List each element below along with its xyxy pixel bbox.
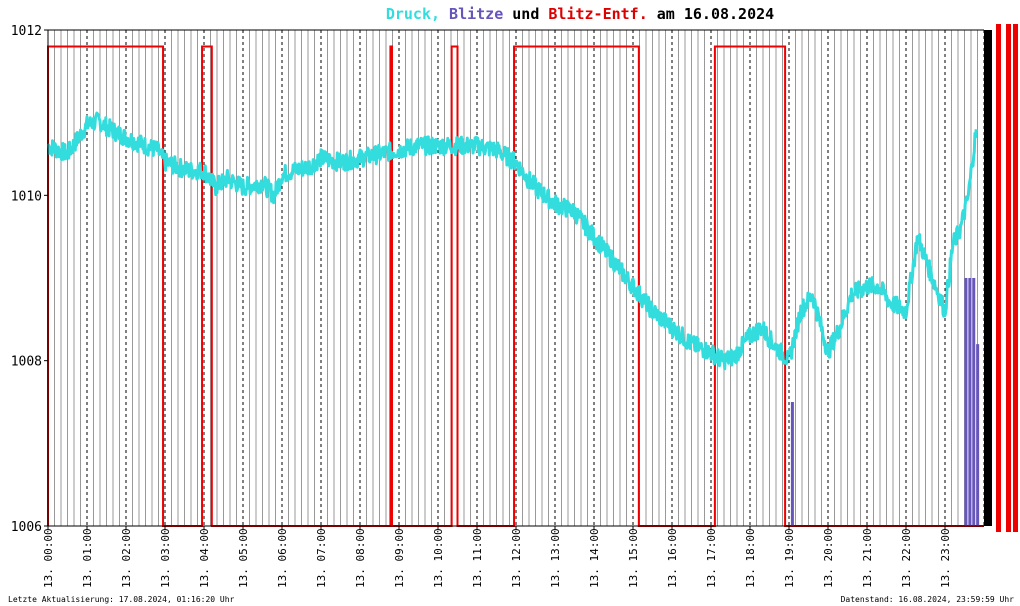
right-red-bar xyxy=(1013,24,1018,532)
x-tick-label: 13. 03:00 xyxy=(159,528,172,588)
x-tick-label: 13. 18:00 xyxy=(744,528,757,588)
footer-data-state: Datenstand: 16.08.2024, 23:59:59 Uhr xyxy=(841,595,1015,604)
x-tick-label: 13. 09:00 xyxy=(393,528,406,588)
x-tick-label: 13. 07:00 xyxy=(315,528,328,588)
title-part: Blitze xyxy=(440,5,503,23)
x-tick-label: 13. 04:00 xyxy=(198,528,211,588)
x-tick-label: 13. 06:00 xyxy=(276,528,289,588)
title-part: am 16.08.2024 xyxy=(648,5,774,23)
title-part: und xyxy=(503,5,539,23)
x-tick-label: 13. 11:00 xyxy=(471,528,484,588)
right-red-bar xyxy=(996,24,1001,532)
right-black-bar xyxy=(984,30,992,526)
x-tick-label: 13. 19:00 xyxy=(783,528,796,588)
right-red-bar xyxy=(1006,24,1011,532)
x-tick-label: 13. 12:00 xyxy=(510,528,523,588)
x-tick-label: 13. 10:00 xyxy=(432,528,445,588)
x-tick-label: 13. 15:00 xyxy=(627,528,640,588)
x-tick-label: 13. 16:00 xyxy=(666,528,679,588)
x-tick-label: 13. 21:00 xyxy=(861,528,874,588)
x-tick-label: 13. 00:00 xyxy=(42,528,55,588)
y-tick-label: 1010 xyxy=(11,189,42,204)
pressure-line xyxy=(46,111,978,371)
y-tick-label: 1008 xyxy=(11,355,42,370)
x-axis-ticks: 13. 00:00 13. 01:00 13. 02:00 13. 03:00 13. … xyxy=(42,526,952,588)
x-tick-label: 13. 13:00 xyxy=(549,528,562,588)
lightning-series xyxy=(790,278,980,526)
y-tick-label: 1006 xyxy=(11,520,42,535)
x-tick-label: 13. 02:00 xyxy=(120,528,133,588)
pressure-series xyxy=(46,111,978,371)
grid-lines xyxy=(47,30,985,526)
x-tick-label: 13. 23:00 xyxy=(939,528,952,588)
footer-last-update: Letzte Aktualisierung: 17.08.2024, 01:16… xyxy=(8,595,235,604)
lightning-bar xyxy=(964,278,968,526)
lightning-bar xyxy=(790,402,794,526)
x-tick-label: 13. 01:00 xyxy=(81,528,94,588)
y-tick-label: 1012 xyxy=(11,24,42,39)
title-part: Druck, xyxy=(386,5,440,23)
chart-title: Druck, Blitze und Blitz-Entf. am 16.08.2… xyxy=(386,5,774,23)
x-tick-label: 13. 20:00 xyxy=(822,528,835,588)
lightning-bar xyxy=(976,344,980,526)
svg-text:Druck, Blitze und Blitz-Entf.: Druck, Blitze und Blitz-Entf. am 16.08.2… xyxy=(386,5,774,23)
x-tick-label: 13. 08:00 xyxy=(354,528,367,588)
x-tick-label: 13. 22:00 xyxy=(900,528,913,588)
y-axis-ticks: 1006 1008 1010 1012 xyxy=(11,24,48,535)
title-part: Blitz-Entf. xyxy=(539,5,647,23)
lightning-bar xyxy=(972,278,976,526)
right-edge-bars xyxy=(984,24,1018,532)
x-tick-label: 13. 05:00 xyxy=(237,528,250,588)
x-tick-label: 13. 14:00 xyxy=(588,528,601,588)
lightning-bar xyxy=(968,278,972,526)
x-tick-label: 13. 17:00 xyxy=(705,528,718,588)
